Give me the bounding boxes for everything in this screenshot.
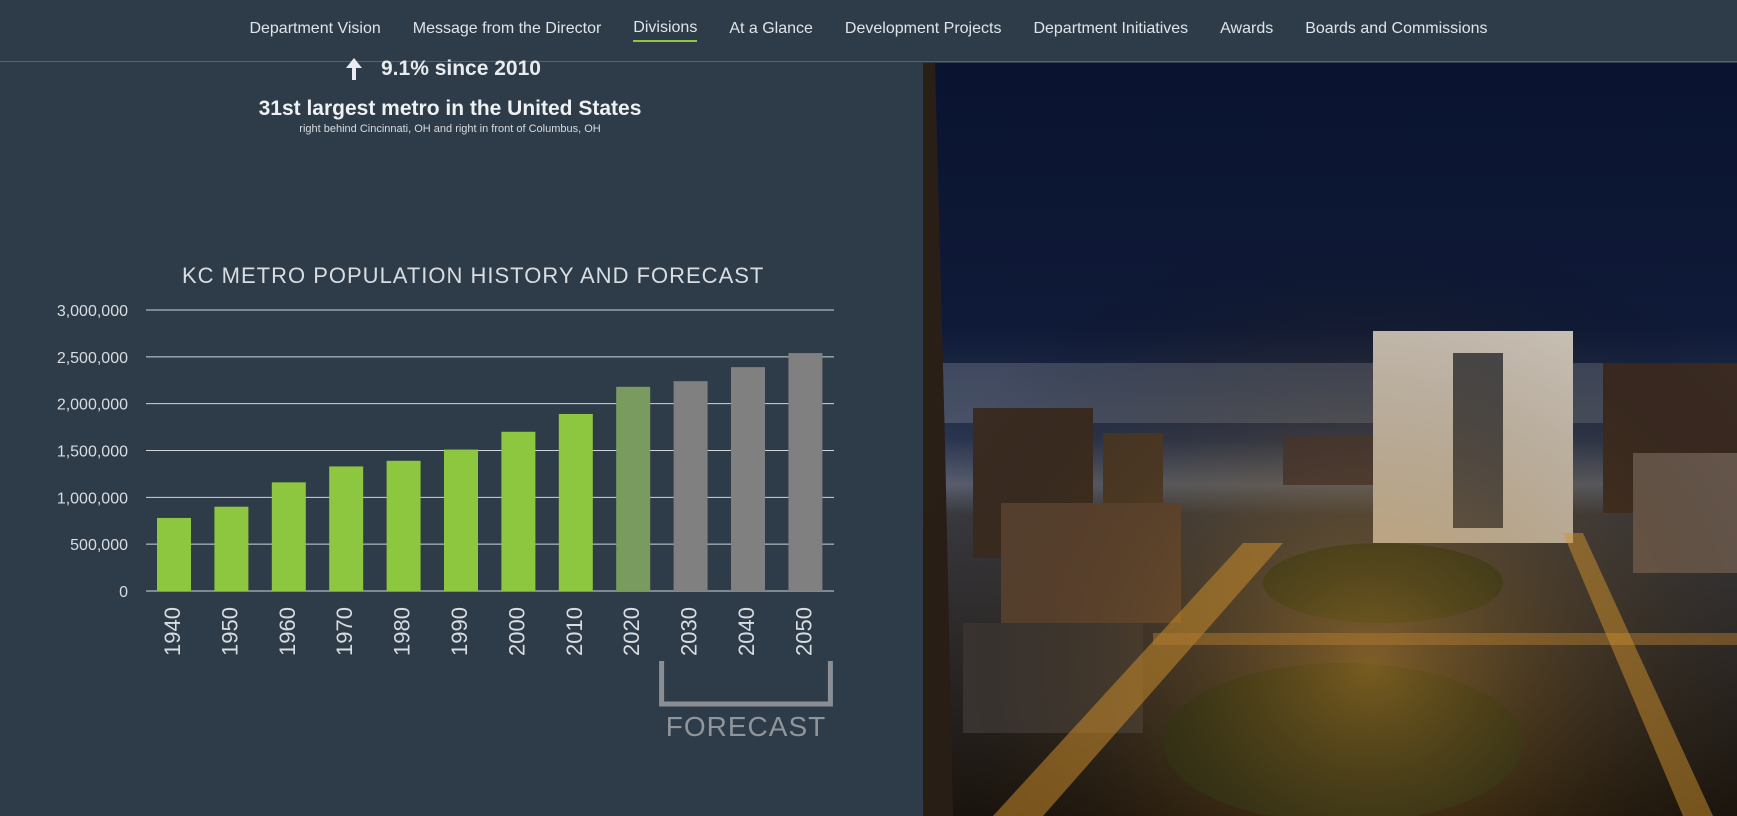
x-tick-label: 1980 <box>390 607 415 656</box>
nav-divisions[interactable]: Divisions <box>633 19 698 42</box>
forecast-bracket <box>659 661 833 707</box>
y-tick-label: 2,500,000 <box>57 350 128 367</box>
bar-2020 <box>616 386 651 591</box>
y-tick-label: 1,000,000 <box>57 490 128 507</box>
x-tick-label: 2040 <box>734 607 759 656</box>
x-tick-label: 2030 <box>677 607 702 656</box>
population-chart: 0 500,000 1,000,000 1,500,000 2,000,000 2,500… <box>57 303 834 742</box>
bar-1980 <box>386 460 421 591</box>
bar-2030 <box>673 381 708 591</box>
x-tick-label: 2000 <box>504 607 529 656</box>
x-tick-label: 2020 <box>619 607 644 656</box>
y-tick-label: 1,500,000 <box>57 444 128 461</box>
nav-awards[interactable]: Awards <box>1220 20 1274 37</box>
nav-department-vision[interactable]: Department Vision <box>249 20 381 37</box>
growth-stat: 9.1% since 2010 <box>345 57 541 81</box>
nav-boards-and-commissions[interactable]: Boards and Commissions <box>1305 20 1488 37</box>
nav-message-from-director[interactable]: Message from the Director <box>412 20 602 37</box>
x-tick-label: 2050 <box>791 607 816 656</box>
bar-2050 <box>788 353 823 591</box>
y-tick-label: 500,000 <box>70 537 128 554</box>
chart-title: KC METRO POPULATION HISTORY AND FORECAST <box>182 263 765 288</box>
rank-subtitle: right behind Cincinnati, OH and right in… <box>299 123 601 135</box>
x-tick-label: 1960 <box>275 607 300 656</box>
x-tick-label: 1950 <box>217 607 242 656</box>
x-tick-label: 2010 <box>562 607 587 656</box>
y-tick-label: 0 <box>119 584 128 601</box>
nav-department-initiatives[interactable]: Department Initiatives <box>1033 20 1189 37</box>
top-nav: Department Vision Message from the Direc… <box>0 0 1737 62</box>
bar-1950 <box>214 506 249 591</box>
nav-at-a-glance[interactable]: At a Glance <box>729 20 813 37</box>
growth-text: 9.1% since 2010 <box>381 57 541 80</box>
x-tick-label: 1990 <box>447 607 472 656</box>
rank-title: 31st largest metro in the United States <box>258 97 642 120</box>
arrow-up-icon <box>346 58 362 80</box>
bar-2010 <box>558 413 593 591</box>
x-tick-label: 1940 <box>160 607 185 656</box>
forecast-label: FORECAST <box>666 711 826 742</box>
nav-development-projects[interactable]: Development Projects <box>844 20 1002 37</box>
city-skyline-image <box>923 63 1737 816</box>
city-night-photo <box>923 63 1737 816</box>
bar-1990 <box>444 449 478 591</box>
x-tick-label: 1970 <box>332 607 357 656</box>
stats-panel: 9.1% since 2010 31st largest metro in th… <box>0 57 923 816</box>
bar-2040 <box>731 367 765 591</box>
bar-1970 <box>329 466 364 591</box>
y-tick-label: 3,000,000 <box>57 303 128 320</box>
bar-1960 <box>271 482 306 591</box>
y-tick-label: 2,000,000 <box>57 397 128 414</box>
bar-1940 <box>157 517 191 591</box>
bar-2000 <box>501 431 536 591</box>
